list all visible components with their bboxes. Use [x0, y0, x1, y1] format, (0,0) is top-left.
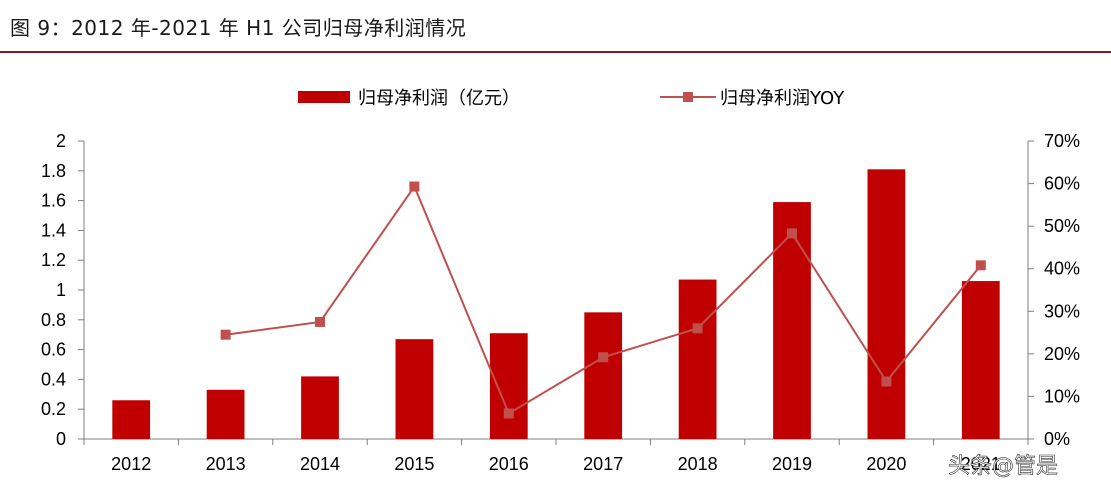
x-tick-label: 2018	[678, 454, 718, 474]
y-left-tick-label: 0.2	[41, 399, 66, 419]
x-tick-label: 2020	[866, 454, 906, 474]
yoy-point	[881, 376, 892, 387]
y-left-tick-label: 1.2	[41, 250, 66, 270]
yoy-point	[692, 323, 703, 334]
yoy-point	[598, 352, 609, 363]
yoy-point	[503, 408, 514, 419]
y-left-tick-label: 2	[56, 131, 66, 151]
y-right-tick-label: 0%	[1044, 429, 1070, 449]
bar	[206, 389, 245, 439]
bar	[773, 202, 811, 439]
bar-series	[112, 169, 1000, 439]
y-left-tick-label: 1.4	[41, 220, 66, 240]
y-right-tick-label: 10%	[1044, 386, 1080, 406]
tick-labels: 00.20.40.60.811.21.41.61.820%10%20%30%40…	[41, 131, 1080, 474]
yoy-point	[409, 181, 420, 192]
figure-title: 图 9：2012 年-2021 年 H1 公司归母净利润情况	[10, 16, 467, 40]
y-right-tick-label: 20%	[1044, 344, 1080, 364]
y-right-tick-label: 40%	[1044, 259, 1080, 279]
y-right-tick-label: 50%	[1044, 216, 1080, 236]
line-series	[220, 181, 986, 419]
bar	[301, 376, 339, 439]
y-right-tick-label: 70%	[1044, 131, 1080, 151]
watermark: 头条@管是	[948, 454, 1058, 479]
legend: 归母净利润（亿元） 归母净利润YOY	[298, 88, 845, 109]
bar	[395, 339, 434, 439]
bar	[678, 279, 717, 439]
x-tick-label: 2015	[394, 454, 434, 474]
bar	[489, 333, 528, 439]
x-tick-label: 2019	[772, 454, 812, 474]
y-left-tick-label: 1.6	[41, 191, 66, 211]
bar	[867, 169, 906, 439]
y-left-tick-label: 1	[56, 280, 66, 300]
x-tick-label: 2016	[489, 454, 529, 474]
bar	[961, 281, 1000, 439]
y-left-tick-label: 0	[56, 429, 66, 449]
x-tick-label: 2013	[206, 454, 246, 474]
bar	[112, 400, 151, 439]
legend-bar-swatch	[298, 91, 350, 103]
x-tick-label: 2014	[300, 454, 340, 474]
legend-bar-label: 归母净利润（亿元）	[358, 88, 520, 109]
y-left-tick-label: 0.4	[41, 369, 66, 389]
y-right-tick-label: 30%	[1044, 301, 1080, 321]
x-tick-label: 2021	[961, 454, 1001, 474]
x-tick-label: 2012	[111, 454, 151, 474]
legend-line-marker	[683, 92, 693, 102]
title-rule	[0, 51, 1111, 53]
yoy-point	[315, 316, 325, 327]
y-right-tick-label: 60%	[1044, 174, 1080, 194]
yoy-point	[220, 329, 231, 340]
y-left-tick-label: 0.6	[41, 340, 66, 360]
y-left-tick-label: 0.8	[41, 310, 66, 330]
yoy-point	[787, 228, 797, 239]
yoy-point	[975, 260, 986, 271]
bar	[584, 312, 623, 439]
y-left-tick-label: 1.8	[41, 161, 66, 181]
x-tick-label: 2017	[583, 454, 623, 474]
legend-line-label: 归母净利润YOY	[720, 88, 845, 109]
